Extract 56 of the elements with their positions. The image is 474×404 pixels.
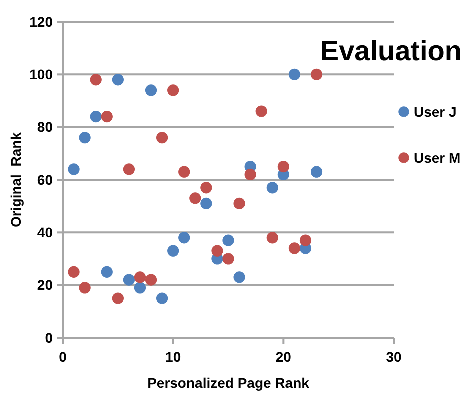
point xyxy=(288,242,300,254)
x-tick-label: 30 xyxy=(386,349,402,365)
point xyxy=(68,266,80,278)
point xyxy=(112,74,124,86)
point xyxy=(156,132,168,144)
x-tick-label: 20 xyxy=(276,349,292,365)
point xyxy=(79,132,91,144)
point xyxy=(222,253,234,265)
point xyxy=(310,68,323,80)
point xyxy=(234,198,246,210)
legend-label: User M xyxy=(414,150,461,166)
point xyxy=(134,282,146,294)
point xyxy=(222,234,234,246)
point xyxy=(68,164,80,176)
point xyxy=(244,168,256,181)
point xyxy=(310,166,323,178)
x-tick-label: 0 xyxy=(59,349,68,365)
point xyxy=(79,282,91,294)
point xyxy=(300,234,312,246)
y-tick-label: 0 xyxy=(45,330,54,346)
point xyxy=(101,111,113,123)
x-tick-label: 10 xyxy=(166,349,182,365)
text: Evaluation xyxy=(320,36,462,67)
point xyxy=(278,161,290,173)
point xyxy=(145,274,158,286)
point xyxy=(234,272,246,284)
y-axis-title: Original Rank xyxy=(8,132,24,228)
y-tick-label: 20 xyxy=(37,277,54,294)
y-tick-label: 40 xyxy=(37,224,54,241)
point xyxy=(90,74,102,86)
x-axis-title: Personalized Page Rank xyxy=(148,375,310,391)
y-tick-label: 120 xyxy=(30,14,54,30)
point xyxy=(212,245,224,257)
point xyxy=(178,166,190,178)
point xyxy=(266,232,278,244)
point xyxy=(168,84,180,96)
point xyxy=(288,68,300,80)
y-tick-label: 100 xyxy=(30,66,54,83)
point xyxy=(145,84,158,96)
y-tick-label: 80 xyxy=(37,119,54,136)
point xyxy=(190,192,202,204)
point xyxy=(266,182,278,194)
point xyxy=(90,111,102,123)
point xyxy=(101,266,113,278)
point xyxy=(123,274,135,286)
y-tick-label: 60 xyxy=(37,172,54,188)
point xyxy=(256,106,268,118)
point xyxy=(200,182,212,194)
legend-label: User J xyxy=(414,104,457,120)
point xyxy=(123,164,135,176)
point xyxy=(134,272,146,284)
point xyxy=(156,292,168,304)
point xyxy=(178,232,190,244)
point xyxy=(168,245,180,257)
point xyxy=(112,292,124,304)
point xyxy=(200,198,212,210)
